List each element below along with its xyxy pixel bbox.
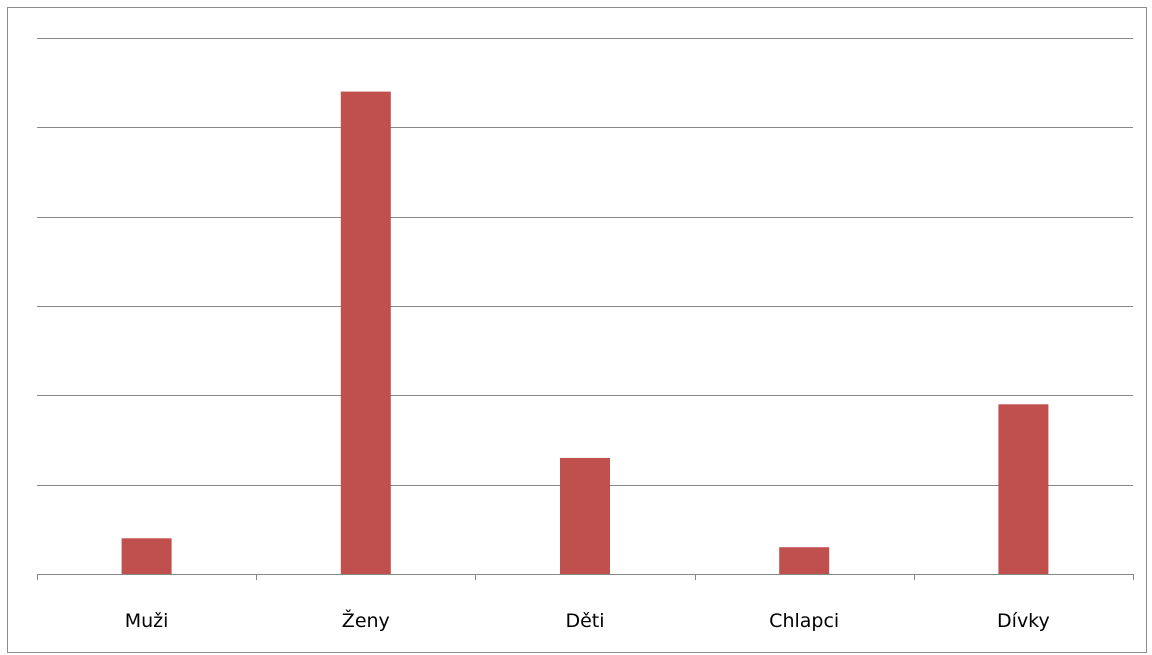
x-tick-label-3: Chlapci <box>769 610 839 632</box>
x-tick-label-2: Děti <box>565 610 604 632</box>
bar-4 <box>998 404 1049 574</box>
x-tick-label-4: Dívky <box>997 610 1050 632</box>
x-tick-labels: Muži Ženy Děti Chlapci Dívky <box>125 609 1050 632</box>
gridlines <box>37 38 1133 486</box>
x-axis <box>37 574 1134 580</box>
bar-1 <box>340 91 391 574</box>
x-tick-label-1: Ženy <box>342 609 390 632</box>
x-tick-label-0: Muži <box>125 610 169 632</box>
bar-3 <box>779 547 830 574</box>
bar-0 <box>121 538 172 574</box>
bars <box>121 91 1049 574</box>
bar-2 <box>560 457 610 574</box>
